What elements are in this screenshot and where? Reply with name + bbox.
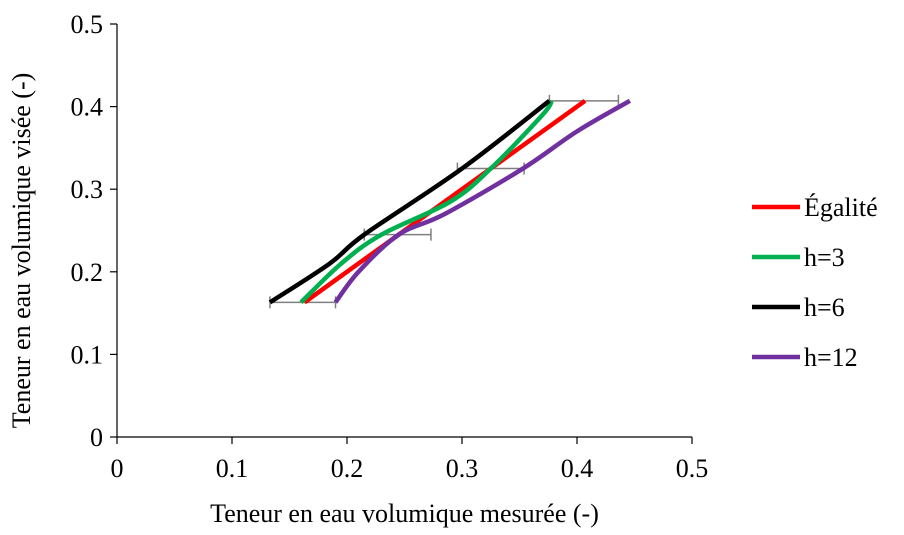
y-tick-label: 0.2 (71, 258, 104, 287)
legend-label: h=3 (804, 243, 845, 272)
x-tick-label: 0 (111, 454, 124, 483)
x-tick-label: 0.3 (446, 454, 479, 483)
series-lines (268, 98, 632, 305)
x-tick-label: 0.1 (216, 454, 249, 483)
x-tick-label: 0.4 (561, 454, 594, 483)
legend-label: h=12 (804, 343, 858, 372)
axes: 0 0.1 0.2 0.3 0.4 0.5 0 0.1 0.2 0.3 0.4 0.5 (71, 10, 709, 483)
series-line-h-12 (333, 98, 632, 304)
legend: Égalité h=3 h=6 h=12 (752, 193, 878, 372)
y-tick-label: 0 (90, 423, 103, 452)
series-line-galit (303, 98, 587, 305)
x-tick-label: 0.5 (676, 454, 709, 483)
y-tick-label: 0.1 (71, 340, 104, 369)
y-tick-label: 0.4 (71, 93, 104, 122)
x-tick-label: 0.2 (331, 454, 364, 483)
y-tick-label: 0.5 (71, 10, 104, 39)
legend-label: h=6 (804, 293, 845, 322)
x-axis-title: Teneur en eau volumique mesurée (-) (210, 499, 599, 528)
legend-label: Égalité (804, 193, 878, 222)
y-tick-label: 0.3 (71, 175, 104, 204)
series-line-h-3 (299, 99, 554, 304)
y-axis-title: Teneur en eau volumique visée (-) (7, 73, 36, 429)
series-line-h-6 (268, 99, 551, 305)
